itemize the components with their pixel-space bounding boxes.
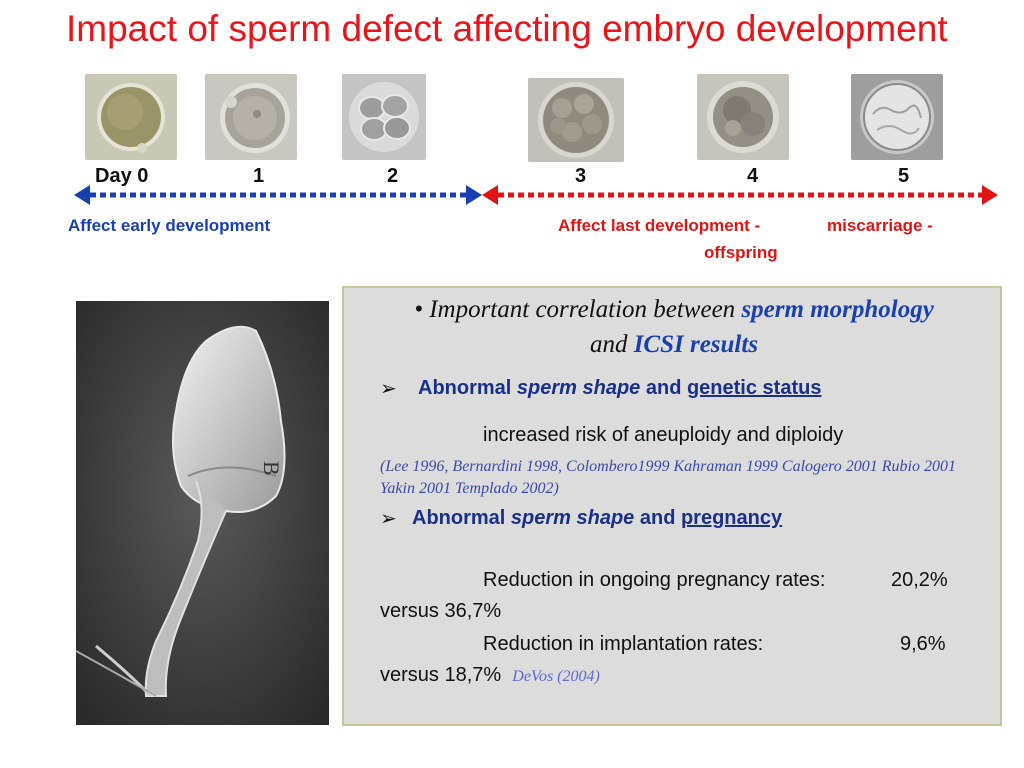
day-label-2: 2 xyxy=(387,165,399,187)
ongoing-pregnancy-stat: Reduction in ongoing pregnancy rates: xyxy=(483,569,826,591)
early-development-arrow xyxy=(74,185,482,205)
arrow-bullet-icon: ➢ xyxy=(380,506,397,530)
sem-label-b: B xyxy=(259,461,284,476)
panel-heading: • Important correlation between sperm mo… xyxy=(414,296,934,358)
sperm-morphology-emphasis: sperm morphology xyxy=(741,296,934,323)
day-label-0: Day 0 xyxy=(95,165,149,187)
offspring-caption: offspring xyxy=(704,243,778,262)
day-label-1: 1 xyxy=(253,165,265,187)
embryo-day2-image xyxy=(342,74,426,160)
icsi-results-emphasis: ICSI results xyxy=(633,331,759,358)
embryo-day3-image xyxy=(528,78,624,162)
slide-title: Impact of sperm defect affecting embryo … xyxy=(66,8,948,49)
embryo-day1-image xyxy=(205,74,297,160)
findings-panel: • Important correlation between sperm mo… xyxy=(342,286,1002,726)
day-label-3: 3 xyxy=(575,165,587,187)
embryo-day4-image xyxy=(697,74,789,160)
ongoing-pregnancy-comparison: versus 36,7% xyxy=(380,600,502,622)
item-genetic-status: Abnormal sperm shape and genetic status xyxy=(418,377,822,399)
arrow-bullet-icon: ➢ xyxy=(380,376,397,400)
ongoing-pregnancy-value: 20,2% xyxy=(891,569,948,591)
item-pregnancy: Abnormal sperm shape and pregnancy xyxy=(412,507,783,529)
aneuploidy-risk-text: increased risk of aneuploidy and diploid… xyxy=(483,424,844,446)
day-label-4: 4 xyxy=(747,165,759,187)
implantation-stat: Reduction in implantation rates: xyxy=(483,633,764,655)
late-development-caption: Affect last development - xyxy=(558,216,761,235)
sperm-sem-image: B xyxy=(76,301,329,725)
miscarriage-caption: miscarriage - xyxy=(827,216,933,235)
implantation-value: 9,6% xyxy=(900,633,946,655)
embryo-day0-image xyxy=(85,74,177,160)
development-timeline xyxy=(74,185,998,205)
early-development-caption: Affect early development xyxy=(68,216,271,235)
devos-citation: DeVos (2004) xyxy=(512,668,600,685)
late-development-arrow xyxy=(482,185,998,205)
implantation-comparison: versus 18,7% DeVos (2004) xyxy=(380,664,600,686)
day-label-5: 5 xyxy=(898,165,910,187)
embryo-day5-image xyxy=(851,74,943,160)
references-text: (Lee 1996, Bernardini 1998, Colombero199… xyxy=(380,458,956,497)
